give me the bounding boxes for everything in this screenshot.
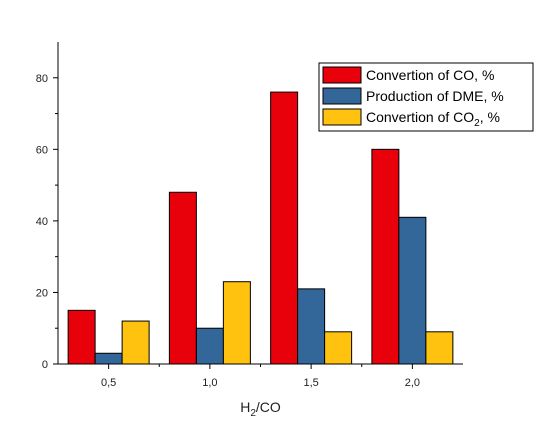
legend-swatch-3 <box>322 108 362 126</box>
legend-label-1: Convertion of CO, % <box>366 67 494 83</box>
bar-1-2 <box>168 191 197 365</box>
x-tick-label: 1,5 <box>303 377 318 389</box>
bar-1-1 <box>67 309 96 365</box>
bar-2-4 <box>398 216 427 365</box>
y-tick-label: 60 <box>36 144 48 156</box>
bar-1-3 <box>270 91 299 365</box>
y-tick-label: 20 <box>36 287 48 299</box>
x-axis-label: H2/CO <box>240 399 281 419</box>
x-label-tail: /CO <box>256 399 281 415</box>
legend-swatch-1 <box>322 66 362 84</box>
x-label-sub: 2 <box>250 408 256 419</box>
bar-2-1 <box>94 352 123 365</box>
bar-3-4 <box>425 331 454 365</box>
x-tick-label: 2,0 <box>405 377 420 389</box>
y-tick-label: 0 <box>42 359 48 371</box>
legend-label-2: Production of DME, % <box>366 88 504 104</box>
legend-label-3: Convertion of CO2, % <box>366 109 500 129</box>
bar-2-3 <box>297 288 326 365</box>
y-tick-label: 40 <box>36 216 48 228</box>
bar-3-3 <box>324 331 353 365</box>
bar-3-1 <box>121 320 150 365</box>
bar-3-2 <box>222 281 251 365</box>
bars-group <box>67 91 454 365</box>
legend-swatch-2 <box>322 87 362 105</box>
bar-2-2 <box>195 327 224 365</box>
axes-group: 0 20 40 60 80 0,5 1,0 1,5 2,0 <box>36 42 463 389</box>
bar-1-4 <box>371 148 400 365</box>
y-tick-label: 80 <box>36 73 48 85</box>
legend: Convertion of CO, % Production of DME, % C… <box>318 62 534 132</box>
x-label-main: H <box>240 399 250 415</box>
x-tick-label: 1,0 <box>202 377 217 389</box>
x-tick-label: 0,5 <box>101 377 116 389</box>
